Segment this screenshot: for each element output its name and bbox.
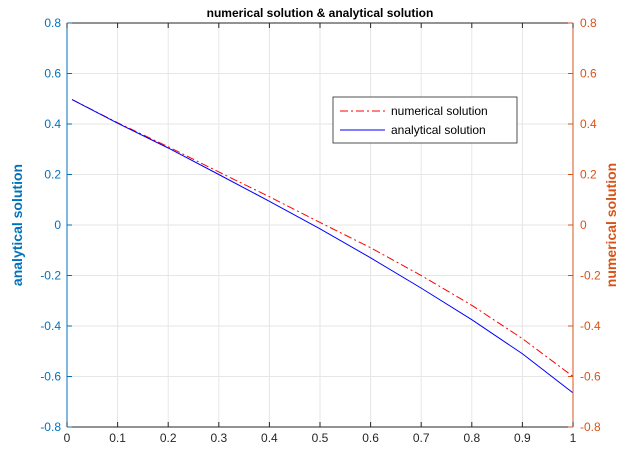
y-left-tick-label: -0.6 <box>40 370 61 384</box>
y-left-tick-label: 0.8 <box>44 16 61 30</box>
y-right-tick-label: -0.4 <box>580 319 601 333</box>
y-left-tick-label: -0.4 <box>40 319 61 333</box>
y-axis-left-label: analytical solution <box>9 164 25 286</box>
y-right-tick-label: 0.2 <box>580 168 597 182</box>
series-line-analytical <box>71 99 574 394</box>
y-right-tick-label: -0.8 <box>580 420 601 434</box>
x-tick-label: 0.2 <box>160 431 177 445</box>
legend-label-analytical: analytical solution <box>391 123 486 137</box>
y-right-tick-label: 0 <box>580 218 587 232</box>
series-layer <box>71 99 574 394</box>
x-tick-label: 0.4 <box>261 431 278 445</box>
x-tick-label: 0.3 <box>210 431 227 445</box>
ticks: 0 0.1 0.2 0.3 0.4 0.5 0.6 0.7 0.8 0.9 1-0.8-0.6-0.… <box>40 16 601 445</box>
y-right-tick-label: 0.4 <box>580 117 597 131</box>
x-tick-label: 0.8 <box>463 431 480 445</box>
x-tick-label: 0.9 <box>514 431 531 445</box>
legend: numerical solution analytical solution <box>332 96 518 144</box>
y-right-tick-label: 0.8 <box>580 16 597 30</box>
x-tick-label: 0.7 <box>413 431 430 445</box>
y-right-tick-label: 0.6 <box>580 67 597 81</box>
y-left-tick-label: -0.8 <box>40 420 61 434</box>
y-right-tick-label: -0.2 <box>580 269 601 283</box>
x-tick-label: 0.1 <box>109 431 126 445</box>
y-left-tick-label: 0 <box>54 218 61 232</box>
series-line-numerical <box>71 99 574 377</box>
x-tick-label: 0 <box>64 431 71 445</box>
legend-label-numerical: numerical solution <box>391 104 488 118</box>
x-tick-label: 0.5 <box>312 431 329 445</box>
y-right-tick-label: -0.6 <box>580 370 601 384</box>
y-left-tick-label: 0.2 <box>44 168 61 182</box>
y-left-tick-label: 0.4 <box>44 117 61 131</box>
y-axis-right-label: numerical solution <box>603 163 619 287</box>
chart-title: numerical solution & analytical solution <box>207 6 434 20</box>
legend-box <box>332 96 518 144</box>
y-left-tick-label: -0.2 <box>40 269 61 283</box>
x-tick-label: 0.6 <box>362 431 379 445</box>
x-tick-label: 1 <box>570 431 577 445</box>
y-left-tick-label: 0.6 <box>44 67 61 81</box>
grid <box>67 23 573 427</box>
